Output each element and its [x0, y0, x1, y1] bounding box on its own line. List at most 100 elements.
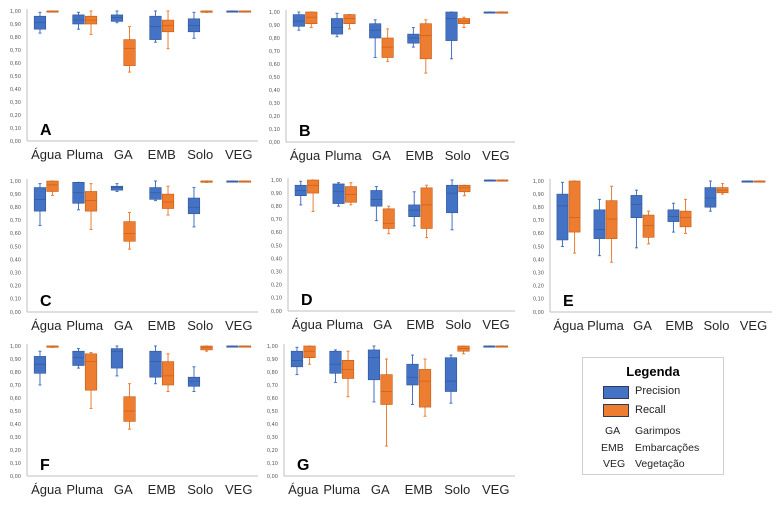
panel-f-recall-box: [84, 353, 98, 391]
panel-e-x-category-label: EMB: [665, 318, 693, 333]
panel-c-recall-box: [161, 193, 175, 209]
panel-b-y-tick-label: 0,30: [269, 101, 280, 107]
panel-c-x-category-label: Solo: [187, 318, 213, 333]
panel-f-x-category-label: Solo: [187, 482, 213, 497]
panel-d-precision-box: [332, 183, 345, 204]
panel-g-y-tick-label: 0,10: [267, 461, 278, 467]
panel-e-x-category-label: VEG: [740, 318, 767, 333]
panel-c-precision-box: [187, 197, 201, 215]
panel-a-y-tick-label: 0,40: [10, 87, 21, 93]
panel-b-precision-box: [292, 14, 305, 27]
panel-a-y-tick-label: 1,00: [10, 9, 21, 15]
panel-c-x-category-label: GA: [114, 318, 133, 333]
panel-b-y-tick-label: 0,90: [269, 23, 280, 29]
panel-e-y-tick-label: 0,70: [533, 218, 544, 224]
legend-swatch-recall: [603, 404, 629, 417]
panel-f-y-tick-label: 0,60: [10, 396, 21, 402]
panel-b-recall-box: [343, 14, 356, 24]
legend-meaning-emb: Embarcações: [635, 442, 700, 454]
panel-g-precision-box: [444, 357, 458, 392]
panel-g-y-tick-label: 0,20: [267, 448, 278, 454]
panel-g-precision-box: [290, 350, 304, 368]
panel-g-y-tick-label: 0,80: [267, 370, 278, 376]
panel-b-y-tick-label: 0,70: [269, 49, 280, 55]
panel-c-recall-box: [84, 191, 98, 212]
panel-b-recall-box: [381, 37, 394, 58]
panel-e-y-tick-label: 0,90: [533, 192, 544, 198]
panel-c-letter: C: [40, 293, 52, 310]
panel-c-y-tick-label: 0,50: [10, 244, 21, 250]
panel-d-precision-box: [408, 204, 421, 217]
panel-b-y-tick-label: 0,10: [269, 127, 280, 133]
panel-b-precision-box: [369, 23, 382, 39]
legend-abbr-emb: EMB: [601, 442, 624, 454]
panel-c-y-tick-label: 1,00: [10, 179, 21, 185]
panel-b-y-tick-label: 0,50: [269, 75, 280, 81]
panel-f-precision-box: [33, 356, 47, 374]
panel-a-recall-box: [123, 39, 136, 66]
panel-f-y-tick-label: 0,90: [10, 357, 21, 363]
panel-c-y-tick-label: 0,80: [10, 205, 21, 211]
panel-f-recall-box: [161, 361, 175, 386]
panel-e-x-category-label: GA: [633, 318, 652, 333]
panel-e-precision-box: [556, 193, 569, 241]
panel-e-y-tick-label: 1,00: [533, 179, 544, 185]
panel-f-x-category-label: Água: [31, 482, 62, 497]
panel-d-recall-box: [458, 184, 471, 193]
panel-a-y-tick-label: 0,50: [10, 74, 21, 80]
panel-a-letter: A: [40, 122, 52, 139]
panel-c-y-tick-label: 0,30: [10, 271, 21, 277]
panel-a-y-tick-label: 0,30: [10, 100, 21, 106]
panel-d-recall-box: [307, 179, 320, 194]
panel-e-y-tick-label: 0,00: [533, 310, 544, 316]
panel-f-y-tick-label: 1,00: [10, 344, 21, 350]
panel-e-letter: E: [563, 293, 574, 310]
panel-g-recall-box: [303, 345, 316, 358]
panel-g-y-tick-label: 0,40: [267, 422, 278, 428]
panel-c-y-tick-label: 0,00: [10, 310, 21, 316]
panel-g-x-category-label: Água: [288, 482, 319, 497]
panel-e-precision-box: [667, 209, 680, 222]
panel-c-recall-box: [46, 180, 59, 192]
panel-d-precision-box: [370, 190, 383, 207]
panel-b-letter: B: [299, 123, 311, 140]
panel-d-y-tick-label: 0,50: [271, 243, 282, 249]
panel-d-recall-box: [382, 208, 395, 229]
panel-f-y-tick-label: 0,20: [10, 448, 21, 454]
panel-a-x-category-label: Solo: [187, 147, 213, 162]
panel-d-x-category-label: Solo: [445, 317, 471, 332]
panel-e-y-tick-label: 0,30: [533, 271, 544, 277]
panel-d-y-tick-label: 0,10: [271, 296, 282, 302]
panel-f-recall-box: [123, 396, 136, 422]
panel-g-precision-box: [329, 350, 342, 374]
panel-c-y-tick-label: 0,40: [10, 257, 21, 263]
panel-e-x-category-label: Água: [553, 318, 584, 333]
panel-c-x-category-label: EMB: [148, 318, 176, 333]
panel-g-x-category-label: GA: [371, 482, 390, 497]
panel-g-precision-box: [406, 363, 419, 386]
panel-b-x-category-label: VEG: [482, 148, 509, 163]
panel-b-precision-box: [445, 11, 458, 41]
legend-abbr-ga: GA: [605, 425, 621, 437]
panel-a-y-tick-label: 0,20: [10, 113, 21, 119]
panel-g-y-tick-label: 0,50: [267, 409, 278, 415]
panel-a-precision-box: [72, 14, 85, 25]
panel-b-y-tick-label: 1,00: [269, 10, 280, 16]
legend-meaning-ga: Garimpos: [635, 425, 681, 437]
panel-f-y-tick-label: 0,80: [10, 370, 21, 376]
panel-f-x-category-label: Pluma: [66, 482, 104, 497]
panel-e-y-tick-label: 0,40: [533, 257, 544, 263]
panel-b-x-category-label: Pluma: [325, 148, 363, 163]
panel-c-x-category-label: Pluma: [66, 318, 104, 333]
panel-f-y-tick-label: 0,00: [10, 474, 21, 480]
panel-a-y-tick-label: 0,70: [10, 48, 21, 54]
panel-c-y-tick-label: 0,70: [10, 218, 21, 224]
panel-a-y-tick-label: 0,00: [10, 139, 21, 145]
panel-d-y-tick-label: 0,70: [271, 217, 282, 223]
panel-d-precision-box: [446, 184, 459, 214]
panel-f-x-category-label: GA: [114, 482, 133, 497]
panel-f-y-tick-label: 0,70: [10, 383, 21, 389]
panel-a-recall-box: [161, 19, 175, 33]
legend-box: Legenda Precision Recall GA Garimpos EMB…: [582, 357, 724, 475]
panel-e-x-category-label: Pluma: [587, 318, 625, 333]
